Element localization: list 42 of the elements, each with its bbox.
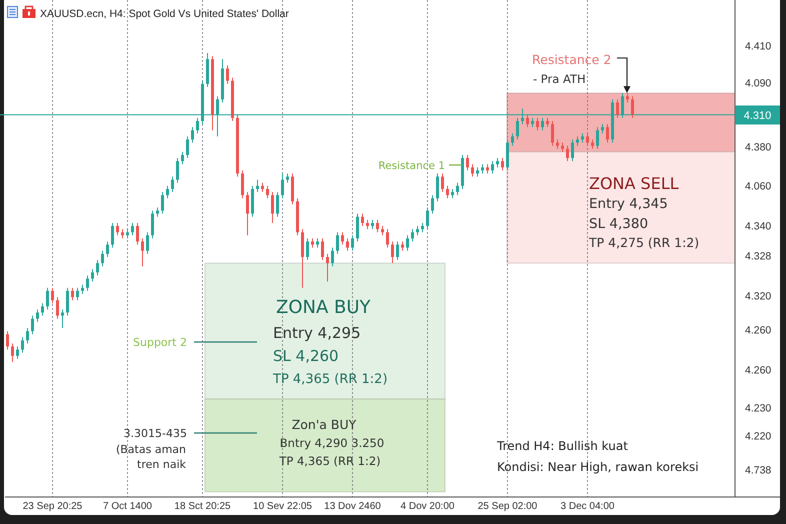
annotation: Resistance 2	[532, 52, 612, 67]
annotation: Entry 4,345	[589, 196, 668, 212]
x-tick-label: 25 Sep 02:00	[478, 501, 538, 512]
text: (Batas aman	[116, 443, 186, 456]
text: 4.738	[745, 464, 772, 477]
text: tren naik	[137, 458, 187, 471]
text: 4.260	[745, 324, 772, 337]
x-tick-label: 23 Sep 20:25	[22, 501, 83, 512]
x-tick-label: 10 Sev 22:05	[253, 501, 312, 512]
text: Zon'a BUY	[292, 417, 357, 432]
x-tick-label: 7 Oct 1400	[103, 501, 152, 512]
x-tick-label: 18 Sct 20:25	[174, 501, 232, 512]
text: 4.230	[745, 402, 772, 415]
text: 4.340	[745, 220, 772, 233]
text: 4.090	[745, 78, 772, 90]
annotation: ZONA SELL	[589, 174, 679, 193]
text: 4.310	[744, 110, 772, 122]
annotation: SL 4,380	[589, 216, 648, 232]
text: TP 4,365 (RR 1:2)	[272, 372, 388, 387]
annotation: - Pra ATH	[533, 72, 586, 86]
text: TP 4,365 (RR 1:2)	[278, 454, 381, 468]
text: 4.328	[745, 250, 772, 263]
annotation: Entry 4,295	[273, 324, 361, 342]
annotation: Support 2	[133, 336, 187, 349]
text: Trend H4: Bullish kuat	[496, 439, 628, 453]
text: 4.320	[745, 290, 772, 303]
text: 4.410	[745, 40, 772, 53]
annotation: TP 4,275 (RR 1:2)	[588, 235, 700, 250]
text: 4.060	[745, 180, 772, 193]
chart-title: XAUUSD.ecn, H4: Spot Gold Vs United States' Dollar	[40, 8, 290, 20]
text: 4.220	[745, 430, 772, 443]
annotation: Resistance 1	[378, 160, 445, 172]
text: Bntry 4,290 3.250	[280, 436, 384, 450]
annotation: SL 4,260	[273, 347, 339, 365]
text: 4.260	[745, 364, 772, 377]
text: Kondisi: Near High, rawan koreksi	[497, 460, 699, 474]
annotation: ZONA BUY	[276, 297, 372, 318]
x-tick-label: 13 Dov 2460	[324, 501, 382, 512]
text: 3.3015-435	[124, 427, 187, 440]
text: 4.380	[745, 142, 772, 154]
x-tick-label: 4 Dov 20:00	[400, 501, 455, 512]
x-tick-label: 3 Dec 04:00	[560, 501, 615, 512]
